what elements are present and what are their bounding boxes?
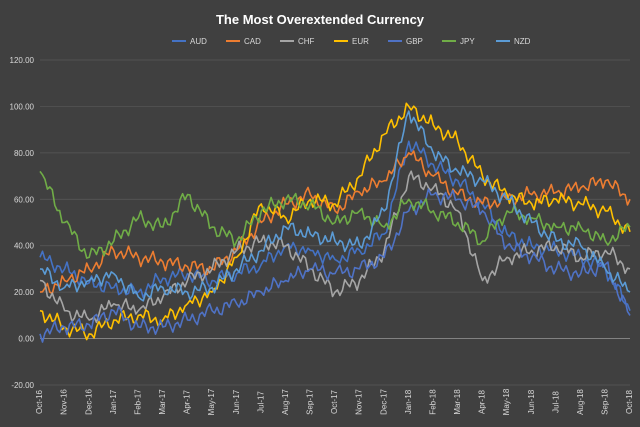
x-tick-label: Feb-18 — [428, 389, 437, 415]
y-tick-label: 20.00 — [14, 288, 35, 297]
legend: AUD CAD CHF EUR GBP JPY NZD — [172, 37, 531, 46]
x-tick-label: Oct-18 — [625, 389, 634, 414]
x-tick-label: Dec-17 — [379, 389, 388, 415]
series-line-jpy — [39, 170, 631, 259]
series-line-cad — [39, 150, 631, 295]
y-tick-label: 120.00 — [10, 56, 35, 65]
x-tick-label: Feb-17 — [133, 389, 142, 415]
y-tick-label: 40.00 — [14, 242, 35, 251]
series-line-aud — [39, 140, 631, 311]
x-tick-label: Dec-16 — [84, 389, 93, 415]
y-tick-label: 60.00 — [14, 195, 35, 204]
x-tick-label: Jan-18 — [404, 389, 413, 414]
gridlines — [40, 59, 630, 386]
y-tick-label: -20.00 — [11, 381, 34, 390]
legend-label: GBP — [406, 37, 423, 46]
x-tick-label: Jul-18 — [551, 391, 560, 413]
legend-label: CAD — [244, 37, 261, 46]
x-tick-label: Aug-17 — [281, 389, 290, 415]
x-tick-label: Aug-18 — [576, 389, 585, 415]
x-tick-label: Apr-18 — [478, 389, 487, 414]
x-tick-label: Apr-17 — [183, 389, 192, 414]
chart-title: The Most Overextended Currency — [216, 12, 425, 27]
legend-label: EUR — [352, 37, 369, 46]
series-line-gbp — [39, 188, 631, 343]
legend-label: CHF — [298, 37, 315, 46]
x-tick-label: Sep-17 — [306, 389, 315, 415]
legend-label: NZD — [514, 37, 531, 46]
x-tick-label: May-18 — [502, 388, 511, 415]
series-line-eur — [39, 102, 631, 341]
x-tick-label: Jun-17 — [232, 389, 241, 414]
y-tick-label: 80.00 — [14, 149, 35, 158]
x-tick-label: Oct-16 — [35, 389, 44, 414]
x-axis: Oct-16 Nov-16 Dec-16 Jan-17 Feb-17 Mar-17 Apr-… — [35, 388, 634, 415]
x-tick-label: Sep-18 — [601, 389, 610, 415]
y-tick-label: 0.00 — [18, 335, 34, 344]
x-tick-label: Jan-17 — [109, 389, 118, 414]
x-tick-label: Nov-16 — [60, 389, 69, 415]
series-line-chf — [39, 170, 631, 324]
x-tick-label: May-17 — [207, 388, 216, 415]
x-tick-label: Oct-17 — [330, 389, 339, 414]
series-line-nzd — [39, 110, 631, 302]
x-tick-label: Mar-17 — [158, 389, 167, 415]
series-lines — [39, 102, 631, 343]
x-tick-label: Jul-17 — [256, 391, 265, 413]
x-tick-label: Jun-18 — [527, 389, 536, 414]
x-tick-label: Nov-17 — [355, 389, 364, 415]
legend-label: JPY — [460, 37, 475, 46]
y-axis: -20.00 0.00 20.00 40.00 60.00 80.00 100.00 120.… — [10, 56, 35, 390]
x-tick-label: Mar-18 — [453, 389, 462, 415]
legend-label: AUD — [190, 37, 207, 46]
y-tick-label: 100.00 — [10, 102, 35, 111]
